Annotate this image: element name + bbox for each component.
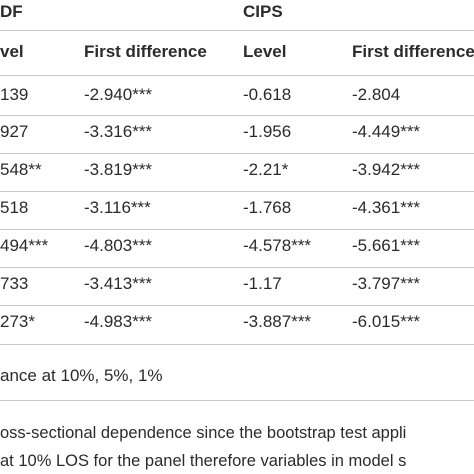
table-cell: -1.17	[243, 274, 282, 293]
table-cell: 927	[0, 122, 29, 141]
caption-line-1: oss-sectional dependence since the boots…	[0, 424, 407, 442]
column-header-adf-first-difference: First difference	[84, 42, 207, 61]
table-cell: 518	[0, 198, 29, 217]
table-cell: -1.956	[243, 122, 292, 141]
table-bottom-rule	[0, 400, 474, 401]
table-cell: -4.449***	[352, 122, 421, 141]
table-cell: 273*	[0, 312, 35, 331]
table-cell: 548**	[0, 160, 42, 179]
table-cell: -2.804	[352, 85, 401, 104]
row-divider	[0, 115, 474, 116]
table-cell: -1.768	[243, 198, 292, 217]
table-cell: -0.618	[243, 85, 292, 104]
table-cell: -3.819***	[84, 160, 153, 179]
table-footnote: ance at 10%, 5%, 1%	[0, 366, 163, 385]
table-cell: -2.21*	[243, 160, 289, 179]
table-cell: -3.413***	[84, 274, 153, 293]
table-cell: 139	[0, 85, 29, 104]
row-divider	[0, 153, 474, 154]
table-cell: -3.797***	[352, 274, 421, 293]
table-cell: -3.942***	[352, 160, 421, 179]
table-cell: -4.361***	[352, 198, 421, 217]
row-divider	[0, 344, 474, 345]
row-divider	[0, 305, 474, 306]
table-cell: -6.015***	[352, 312, 421, 331]
table-cell: -3.316***	[84, 122, 153, 141]
caption-line-2: at 10% LOS for the panel therefore varia…	[0, 452, 407, 470]
table-cell: -2.940***	[84, 85, 153, 104]
table-cell: -4.983***	[84, 312, 153, 331]
table-cell: -4.803***	[84, 236, 153, 255]
table-cell: -4.578***	[243, 236, 312, 255]
table-cell: 733	[0, 274, 29, 293]
table-cell: 494***	[0, 236, 49, 255]
table-cell: -3.887***	[243, 312, 312, 331]
table-cell: -3.116***	[84, 198, 151, 217]
column-header-cips-first-difference: First difference	[352, 42, 474, 61]
row-divider	[0, 267, 474, 268]
table-cell: -5.661***	[352, 236, 421, 255]
row-divider	[0, 229, 474, 230]
column-header-adf-level: vel	[0, 42, 24, 61]
group-header-rule	[0, 30, 474, 31]
row-divider	[0, 191, 474, 192]
adf-group-header: DF	[0, 2, 23, 21]
column-header-rule	[0, 75, 474, 76]
column-header-cips-level: Level	[243, 42, 287, 61]
cips-group-header: CIPS	[243, 2, 283, 21]
